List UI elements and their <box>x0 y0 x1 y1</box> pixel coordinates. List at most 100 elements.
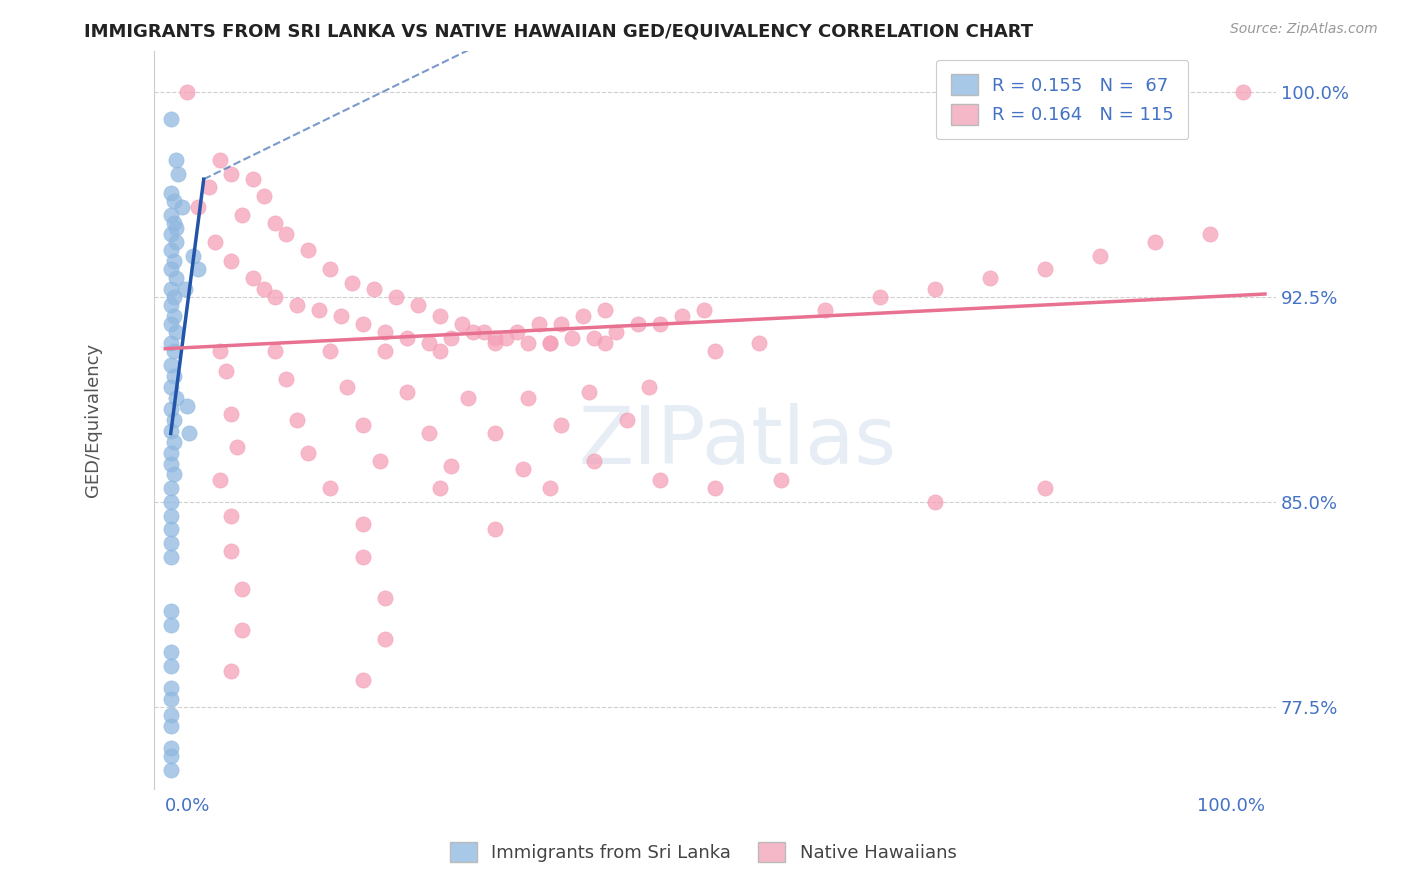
Point <box>231 208 253 222</box>
Point <box>374 591 396 605</box>
Point <box>174 281 197 295</box>
Legend: R = 0.155   N =  67, R = 0.164   N = 115: R = 0.155 N = 67, R = 0.164 N = 115 <box>936 60 1188 139</box>
Point <box>1199 227 1222 241</box>
Point <box>495 331 517 345</box>
Point <box>215 363 238 377</box>
Point <box>418 336 440 351</box>
Point <box>330 309 353 323</box>
Point <box>231 624 253 638</box>
Point <box>550 317 572 331</box>
Point <box>583 454 606 468</box>
Point <box>484 336 506 351</box>
Point <box>242 270 264 285</box>
Point <box>163 369 186 384</box>
Point <box>352 317 374 331</box>
Point <box>159 401 181 416</box>
Point <box>159 708 181 723</box>
Point <box>163 216 186 230</box>
Point <box>616 413 638 427</box>
Point <box>163 254 186 268</box>
Point <box>429 481 451 495</box>
Point <box>472 326 495 340</box>
Point <box>340 276 363 290</box>
Point <box>204 235 226 249</box>
Point <box>276 227 298 241</box>
Point <box>704 481 727 495</box>
Point <box>219 665 242 679</box>
Point <box>605 326 627 340</box>
Point <box>550 418 572 433</box>
Point <box>429 344 451 359</box>
Point <box>159 691 181 706</box>
Point <box>165 235 187 249</box>
Point <box>1033 262 1056 277</box>
Point <box>308 303 330 318</box>
Point <box>242 172 264 186</box>
Point <box>253 188 276 202</box>
Point <box>538 336 561 351</box>
Point <box>297 244 319 258</box>
Point <box>368 454 391 468</box>
Point <box>159 763 181 777</box>
Point <box>406 298 429 312</box>
Point <box>159 262 181 277</box>
Point <box>159 549 181 564</box>
Point <box>593 303 616 318</box>
Point <box>159 208 181 222</box>
Point <box>165 153 187 167</box>
Point <box>463 326 485 340</box>
Text: ZIPatlas: ZIPatlas <box>578 403 897 481</box>
Point <box>159 358 181 372</box>
Point <box>159 424 181 438</box>
Point <box>506 326 529 340</box>
Point <box>1232 85 1254 99</box>
Point <box>418 426 440 441</box>
Point <box>693 303 716 318</box>
Text: Source: ZipAtlas.com: Source: ZipAtlas.com <box>1230 22 1378 37</box>
Point <box>219 508 242 523</box>
Point <box>159 380 181 394</box>
Point <box>176 399 198 413</box>
Point <box>159 336 181 351</box>
Point <box>159 445 181 459</box>
Point <box>165 221 187 235</box>
Point <box>225 440 247 454</box>
Point <box>593 336 616 351</box>
Point <box>159 749 181 764</box>
Point <box>209 344 232 359</box>
Point <box>638 380 661 394</box>
Point <box>336 380 359 394</box>
Point <box>440 331 463 345</box>
Point <box>159 186 181 200</box>
Point <box>159 522 181 536</box>
Point <box>159 112 181 126</box>
Point <box>159 618 181 632</box>
Point <box>627 317 650 331</box>
Point <box>187 262 209 277</box>
Point <box>578 385 600 400</box>
Point <box>219 167 242 181</box>
Point <box>276 372 298 386</box>
Point <box>924 495 946 509</box>
Point <box>1033 481 1056 495</box>
Point <box>264 216 287 230</box>
Point <box>163 309 186 323</box>
Point <box>285 298 308 312</box>
Point <box>374 632 396 646</box>
Point <box>219 544 242 558</box>
Point <box>159 298 181 312</box>
Point <box>561 331 583 345</box>
Point <box>429 309 451 323</box>
Point <box>219 408 242 422</box>
Point <box>352 418 374 433</box>
Point <box>374 344 396 359</box>
Point <box>163 290 186 304</box>
Point <box>163 467 186 482</box>
Point <box>253 281 276 295</box>
Point <box>319 481 342 495</box>
Point <box>583 331 606 345</box>
Point <box>159 604 181 618</box>
Point <box>352 673 374 687</box>
Point <box>869 290 891 304</box>
Point <box>297 445 319 459</box>
